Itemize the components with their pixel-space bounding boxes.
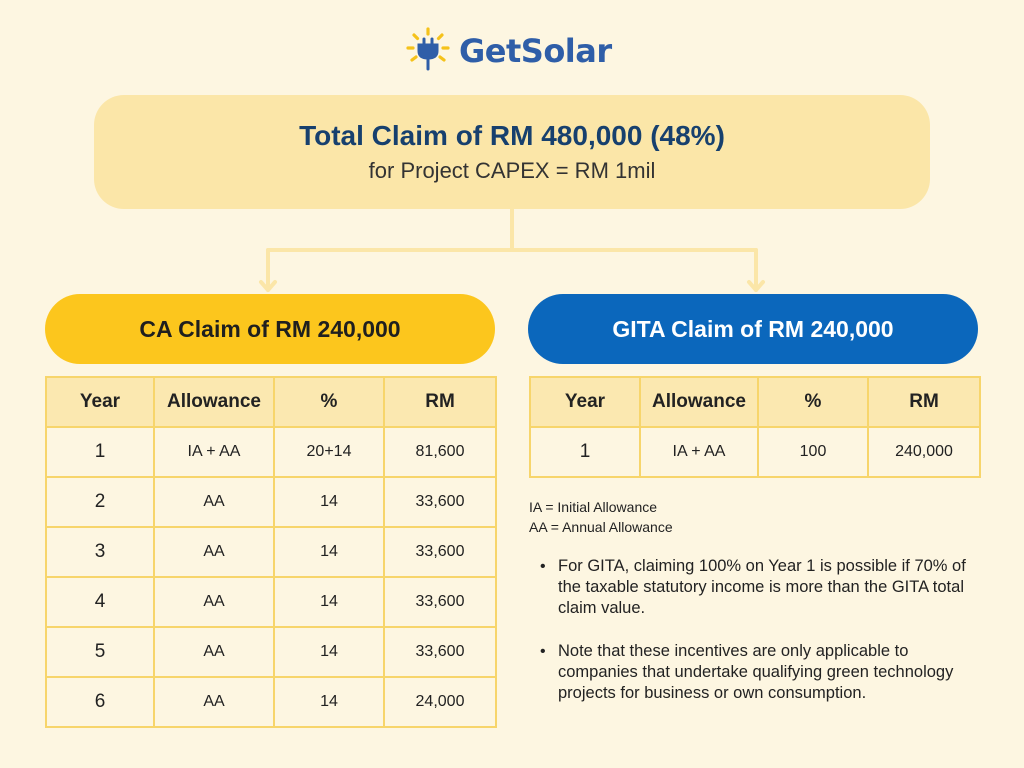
- table-row: 1 IA + AA 100 240,000: [529, 426, 981, 478]
- brand-logo: GetSolar: [405, 26, 612, 76]
- gita-claim-pill: GITA Claim of RM 240,000: [528, 294, 978, 364]
- note-item: For GITA, claiming 100% on Year 1 is pos…: [540, 556, 980, 619]
- table-row: 1 IA + AA 20+14 81,600: [45, 426, 497, 478]
- ca-claim-table: Year Allowance % RM 1 IA + AA 20+14 81,6…: [45, 376, 497, 728]
- table-row: 3 AA 14 33,600: [45, 526, 497, 578]
- table-header-row: Year Allowance % RM: [529, 376, 981, 428]
- cell-allowance: IA + AA: [153, 426, 275, 478]
- cell-percent: 14: [273, 526, 385, 578]
- total-claim-subtitle: for Project CAPEX = RM 1mil: [368, 158, 656, 183]
- cell-rm: 33,600: [383, 626, 497, 678]
- cell-allowance: AA: [153, 476, 275, 528]
- cell-rm: 81,600: [383, 426, 497, 478]
- cell-rm: 240,000: [867, 426, 981, 478]
- cell-percent: 14: [273, 626, 385, 678]
- legend-ia: IA = Initial Allowance: [529, 499, 658, 515]
- cell-year: 6: [45, 676, 155, 728]
- cell-allowance: AA: [153, 626, 275, 678]
- cell-percent: 14: [273, 676, 385, 728]
- cell-rm: 24,000: [383, 676, 497, 728]
- table-row: 4 AA 14 33,600: [45, 576, 497, 628]
- cell-year: 3: [45, 526, 155, 578]
- cell-rm: 33,600: [383, 576, 497, 628]
- gita-claim-table: Year Allowance % RM 1 IA + AA 100 240,00…: [529, 376, 981, 478]
- column-header-year: Year: [45, 376, 155, 428]
- note-item: Note that these incentives are only appl…: [540, 641, 980, 704]
- cell-year: 4: [45, 576, 155, 628]
- cell-rm: 33,600: [383, 476, 497, 528]
- cell-allowance: AA: [153, 526, 275, 578]
- table-row: 6 AA 14 24,000: [45, 676, 497, 728]
- cell-allowance: IA + AA: [639, 426, 759, 478]
- cell-percent: 14: [273, 576, 385, 628]
- sun-plug-icon: [405, 26, 451, 77]
- column-header-allowance: Allowance: [153, 376, 275, 428]
- column-header-allowance: Allowance: [639, 376, 759, 428]
- brand-name: GetSolar: [459, 32, 612, 70]
- cell-year: 1: [529, 426, 641, 478]
- total-claim-title: Total Claim of RM 480,000 (48%): [299, 120, 725, 151]
- total-claim-box: Total Claim of RM 480,000 (48%) for Proj…: [94, 95, 930, 209]
- table-row: 2 AA 14 33,600: [45, 476, 497, 528]
- cell-allowance: AA: [153, 576, 275, 628]
- cell-percent: 20+14: [273, 426, 385, 478]
- ca-claim-pill: CA Claim of RM 240,000: [45, 294, 495, 364]
- abbreviation-legend: IA = Initial Allowance AA = Annual Allow…: [529, 497, 673, 537]
- column-header-year: Year: [529, 376, 641, 428]
- cell-percent: 14: [273, 476, 385, 528]
- table-row: 5 AA 14 33,600: [45, 626, 497, 678]
- cell-year: 1: [45, 426, 155, 478]
- column-header-rm: RM: [867, 376, 981, 428]
- notes-list: For GITA, claiming 100% on Year 1 is pos…: [540, 556, 980, 726]
- column-header-rm: RM: [383, 376, 497, 428]
- cell-year: 5: [45, 626, 155, 678]
- cell-rm: 33,600: [383, 526, 497, 578]
- table-header-row: Year Allowance % RM: [45, 376, 497, 428]
- legend-aa: AA = Annual Allowance: [529, 519, 673, 535]
- cell-percent: 100: [757, 426, 869, 478]
- connector-lines: [259, 207, 765, 292]
- column-header-percent: %: [273, 376, 385, 428]
- column-header-percent: %: [757, 376, 869, 428]
- cell-allowance: AA: [153, 676, 275, 728]
- cell-year: 2: [45, 476, 155, 528]
